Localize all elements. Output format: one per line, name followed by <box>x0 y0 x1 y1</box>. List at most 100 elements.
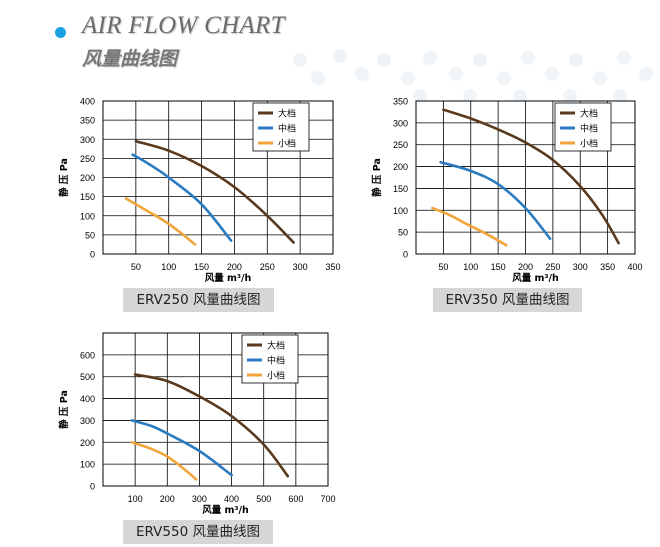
x-axis-label: 风量 m³/h <box>512 272 559 284</box>
decorative-dot <box>355 67 369 81</box>
x-tick-label: 500 <box>256 494 271 504</box>
y-tick-label: 250 <box>393 140 408 150</box>
page-subtitle: 风量曲线图 <box>82 48 178 70</box>
x-tick-label: 300 <box>573 262 588 272</box>
decorative-dot <box>377 53 391 67</box>
legend-label: 大档 <box>278 108 296 120</box>
legend-label: 大档 <box>580 108 598 120</box>
x-tick-label: 200 <box>518 262 533 272</box>
chart-caption-erv350: ERV350 风量曲线图 <box>433 288 582 312</box>
decorative-dot <box>401 71 415 85</box>
decorative-dot <box>569 53 583 67</box>
decorative-dot <box>497 71 511 85</box>
decorative-dot <box>449 67 463 81</box>
x-tick-label: 100 <box>161 262 176 272</box>
legend-label: 中档 <box>267 355 285 367</box>
x-tick-label: 600 <box>288 494 303 504</box>
decorative-dot <box>563 89 577 103</box>
y-tick-label: 150 <box>80 192 95 202</box>
x-tick-label: 300 <box>192 494 207 504</box>
x-tick-label: 100 <box>463 262 478 272</box>
y-tick-label: 100 <box>80 460 95 470</box>
y-tick-label: 200 <box>80 173 95 183</box>
y-tick-label: 300 <box>80 135 95 145</box>
x-tick-label: 50 <box>131 262 141 272</box>
x-tick-label: 250 <box>260 262 275 272</box>
series-line-中档 <box>439 160 552 240</box>
series-line-大档 <box>134 139 295 244</box>
decorative-dot <box>521 51 535 65</box>
decorative-dot <box>463 89 477 103</box>
decorative-dot <box>613 89 627 103</box>
x-tick-label: 250 <box>545 262 560 272</box>
series-line-小档 <box>130 441 198 481</box>
y-tick-label: 100 <box>393 206 408 216</box>
decorative-dot <box>423 51 437 65</box>
x-tick-label: 300 <box>293 262 308 272</box>
decorative-dot <box>413 89 427 103</box>
legend-label: 小档 <box>267 370 285 382</box>
accent-dot-icon <box>55 27 66 38</box>
y-tick-label: 100 <box>80 211 95 221</box>
x-tick-label: 50 <box>438 262 448 272</box>
x-tick-label: 350 <box>600 262 615 272</box>
legend-label: 大档 <box>267 340 285 352</box>
legend-label: 中档 <box>580 123 598 135</box>
y-axis-label: 静 压 Pa <box>58 158 70 197</box>
y-tick-label: 300 <box>393 118 408 128</box>
y-tick-label: 350 <box>80 116 95 126</box>
series-line-小档 <box>431 206 508 247</box>
series-line-大档 <box>133 373 290 478</box>
decorative-dot <box>545 67 559 81</box>
decorative-dot <box>639 67 653 81</box>
y-tick-label: 350 <box>393 97 408 107</box>
y-tick-label: 250 <box>80 154 95 164</box>
x-tick-label: 150 <box>491 262 506 272</box>
y-tick-label: 0 <box>90 250 95 260</box>
y-tick-label: 600 <box>80 350 95 360</box>
series-line-中档 <box>130 419 233 477</box>
y-tick-label: 50 <box>85 230 95 240</box>
y-tick-label: 200 <box>80 438 95 448</box>
x-tick-label: 200 <box>227 262 242 272</box>
x-tick-label: 200 <box>160 494 175 504</box>
decorative-dot <box>617 51 631 65</box>
legend-label: 小档 <box>580 138 598 150</box>
x-tick-label: 350 <box>325 262 340 272</box>
x-tick-label: 400 <box>224 494 239 504</box>
y-tick-label: 400 <box>80 97 95 107</box>
decorative-dot <box>593 71 607 85</box>
legend-label: 小档 <box>278 138 296 150</box>
x-tick-label: 150 <box>194 262 209 272</box>
y-tick-label: 500 <box>80 372 95 382</box>
y-tick-label: 400 <box>80 394 95 404</box>
decorative-dot-pattern <box>293 49 653 103</box>
series-line-大档 <box>442 108 620 245</box>
x-tick-label: 400 <box>627 262 642 272</box>
decorative-dot <box>311 71 325 85</box>
y-tick-label: 150 <box>393 184 408 194</box>
series-line-中档 <box>131 153 233 242</box>
y-tick-label: 0 <box>403 250 408 260</box>
x-tick-label: 100 <box>128 494 143 504</box>
y-tick-label: 200 <box>393 162 408 172</box>
y-axis-label: 静 压 Pa <box>371 158 383 197</box>
decorative-dot <box>293 53 307 67</box>
y-tick-label: 0 <box>90 482 95 492</box>
y-axis-label: 静 压 Pa <box>58 390 70 429</box>
chart-caption-erv550: ERV550 风量曲线图 <box>123 520 273 544</box>
decorative-dot <box>333 49 347 63</box>
decorative-dot <box>473 53 487 67</box>
page-title: AIR FLOW CHART <box>82 12 285 39</box>
y-tick-label: 50 <box>398 228 408 238</box>
x-axis-label: 风量 m³/h <box>202 504 249 516</box>
decorative-dot <box>513 89 527 103</box>
y-tick-label: 300 <box>80 416 95 426</box>
series-line-小档 <box>124 197 197 246</box>
chart-caption-erv250: ERV250 风量曲线图 <box>123 288 274 312</box>
x-tick-label: 700 <box>320 494 335 504</box>
legend-label: 中档 <box>278 123 296 135</box>
